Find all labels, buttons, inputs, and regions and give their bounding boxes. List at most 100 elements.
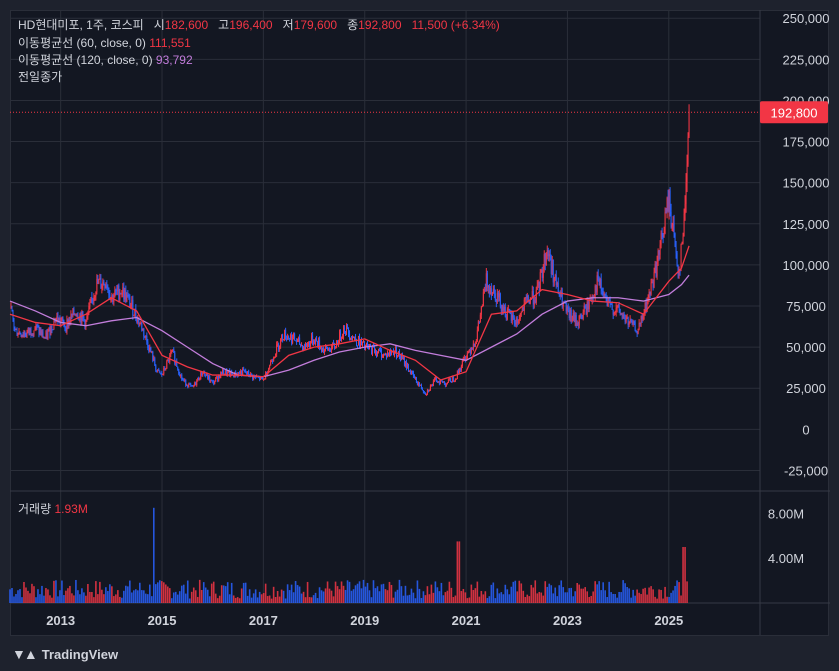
volume-bar: [73, 595, 75, 603]
volume-bar: [11, 588, 13, 603]
candle-body: [476, 330, 478, 342]
candle-body: [555, 275, 557, 286]
candle-body: [378, 349, 380, 351]
candle-body: [367, 344, 369, 346]
candle-body: [107, 287, 109, 289]
candle-body: [263, 378, 265, 380]
candle-body: [666, 197, 668, 213]
candle-body: [625, 318, 627, 322]
candle-body: [587, 301, 589, 309]
candle-body: [271, 361, 273, 363]
candle-body: [544, 254, 546, 265]
candle-body: [181, 374, 183, 380]
candle-body: [92, 298, 94, 301]
candle-body: [150, 347, 152, 353]
candle-body: [341, 338, 343, 340]
volume-bar: [49, 595, 51, 603]
volume-bar: [634, 595, 636, 603]
candle-body: [260, 376, 262, 381]
volume-bar: [500, 592, 503, 603]
volume-bar: [186, 580, 189, 603]
tradingview-logo[interactable]: ▼▲ TradingView: [12, 646, 118, 662]
candle-body: [87, 313, 89, 317]
volume-bar: [608, 581, 610, 603]
candle-body: [545, 252, 547, 265]
volume-bar: [125, 585, 127, 603]
candle-body: [275, 353, 277, 358]
volume-bar: [334, 581, 337, 603]
candle-body: [405, 362, 407, 369]
candle-body: [241, 371, 243, 375]
candle-body: [426, 390, 428, 394]
volume-bar: [452, 597, 455, 603]
volume-bar: [576, 582, 579, 603]
volume-bar: [300, 593, 303, 603]
candle-body: [561, 291, 563, 307]
volume-bar: [628, 588, 630, 603]
candle-body: [455, 378, 457, 380]
candle-body: [610, 303, 612, 305]
volume-bar: [226, 582, 229, 603]
candle-body: [75, 314, 77, 316]
candle-body: [18, 331, 20, 335]
candle-body: [421, 388, 423, 391]
candle-body: [89, 302, 91, 306]
candle-body: [185, 379, 187, 386]
volume-bar: [572, 596, 575, 603]
candle-body: [620, 313, 622, 315]
candle-body: [576, 323, 578, 326]
candle-body: [471, 347, 473, 350]
candle-body: [451, 376, 453, 383]
last-price-label: 192,800: [771, 105, 818, 120]
candle-body: [582, 312, 584, 319]
candle-body: [223, 368, 225, 375]
volume-bar: [512, 581, 515, 603]
legend-prev-close-row[interactable]: 전일종가: [18, 70, 62, 85]
candle-body: [642, 315, 644, 320]
volume-bar: [562, 587, 565, 603]
candle-body: [32, 334, 34, 336]
legend-close: 192,800: [358, 18, 402, 32]
volume-bar: [298, 586, 301, 603]
volume-bar: [198, 579, 201, 603]
volume-bar: [566, 592, 569, 603]
volume-bar: [35, 597, 37, 603]
legend-ma120-row[interactable]: 이동평균선 (120, close, 0) 93,792: [18, 53, 193, 68]
price-tick-label: 175,000: [783, 135, 830, 150]
candle-body: [553, 277, 555, 283]
volume-bar: [55, 580, 57, 603]
legend-ma60-row[interactable]: 이동평균선 (60, close, 0) 111,551: [18, 36, 191, 51]
volume-bar: [101, 589, 103, 603]
volume-bar: [45, 588, 47, 603]
volume-bar: [336, 586, 339, 603]
candle-body: [556, 282, 558, 286]
candle-body: [34, 328, 36, 331]
legend-volume-row[interactable]: 거래량 1.93M: [18, 502, 88, 517]
candle-body: [552, 259, 554, 283]
candle-body: [277, 344, 279, 346]
volume-bar: [168, 588, 171, 603]
volume-bar: [210, 583, 213, 603]
candle-body: [637, 329, 639, 334]
volume-bar: [600, 590, 602, 603]
volume-bar: [556, 596, 559, 603]
candle-body: [349, 333, 351, 339]
volume-bar: [182, 584, 185, 603]
volume-bar: [516, 591, 519, 603]
volume-bar: [328, 588, 331, 603]
volume-bar: [488, 596, 491, 603]
candle-body: [615, 307, 617, 313]
volume-bar: [119, 596, 121, 603]
candle-body: [525, 297, 527, 299]
volume-bar: [338, 589, 341, 603]
candle-body: [310, 342, 312, 347]
candle-body: [22, 334, 24, 336]
candle-body: [480, 306, 482, 315]
candle-body: [344, 327, 346, 332]
candle-body: [522, 308, 524, 311]
candle-body: [334, 344, 336, 348]
candle-body: [410, 370, 412, 374]
candle-body: [646, 301, 648, 312]
price-tick-label: 50,000: [786, 340, 826, 355]
